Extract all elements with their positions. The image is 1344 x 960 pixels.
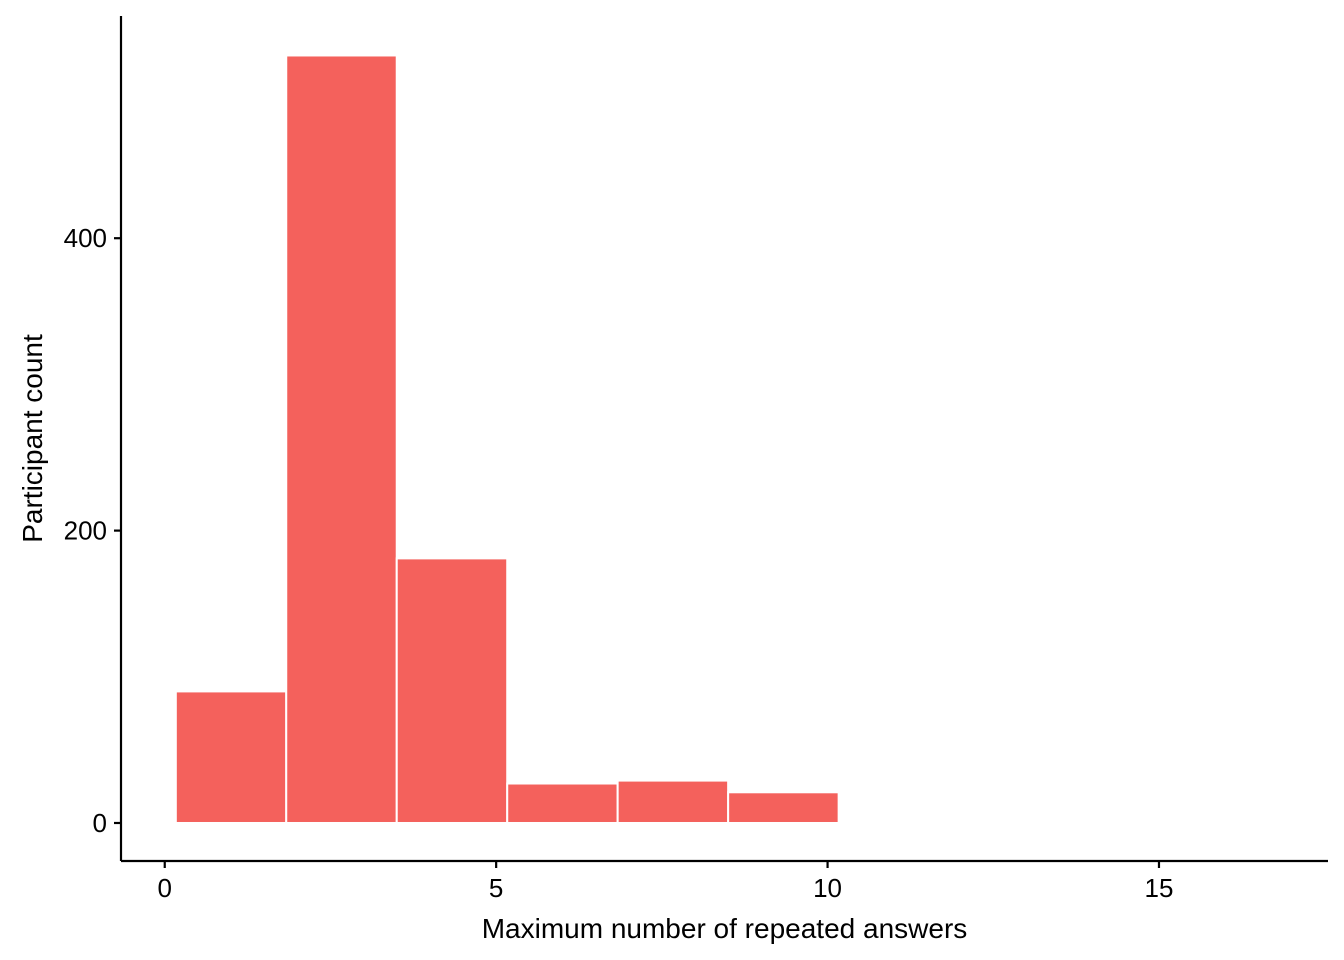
histogram-bar bbox=[506, 782, 619, 824]
histogram-bar bbox=[174, 690, 288, 824]
histogram-bar bbox=[727, 791, 840, 824]
histogram-bar bbox=[285, 54, 398, 824]
x-tick-label: 5 bbox=[489, 873, 503, 903]
y-ticks-group: 0 200 400 bbox=[64, 223, 121, 838]
y-tick-label: 0 bbox=[93, 808, 107, 838]
histogram-bar bbox=[1058, 820, 1172, 825]
x-tick-label: 10 bbox=[813, 873, 842, 903]
bars-group bbox=[174, 54, 1172, 825]
y-tick-label: 200 bbox=[64, 516, 107, 546]
y-axis-title: Participant count bbox=[17, 334, 48, 543]
y-tick-label: 400 bbox=[64, 223, 107, 253]
x-axis-title: Maximum number of repeated answers bbox=[482, 913, 968, 944]
histogram-bar bbox=[616, 779, 730, 824]
histogram-bar bbox=[395, 557, 509, 824]
x-tick-label: 0 bbox=[158, 873, 172, 903]
x-ticks-group: 0 5 10 15 bbox=[158, 861, 1174, 903]
x-tick-label: 15 bbox=[1145, 873, 1174, 903]
